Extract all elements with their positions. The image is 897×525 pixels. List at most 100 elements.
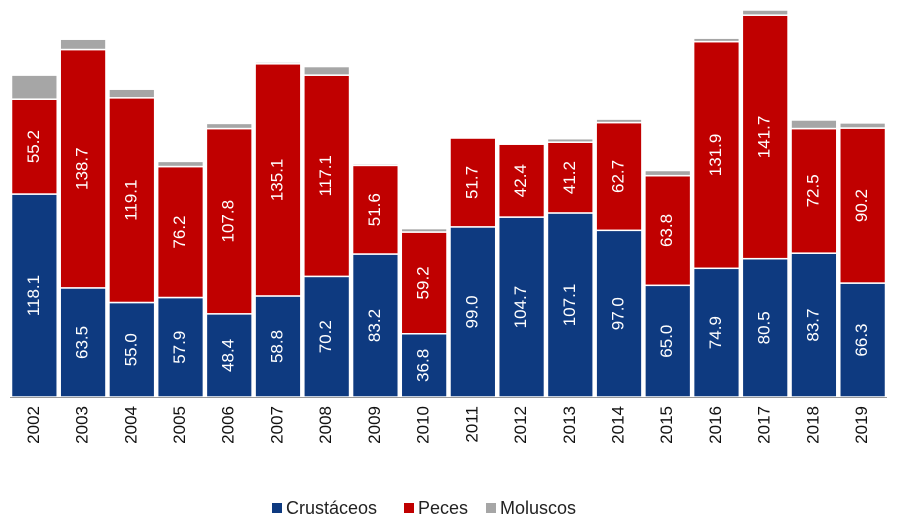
x-tick-label: 2008: [316, 406, 335, 444]
value-label: 76.2: [170, 215, 189, 248]
value-label: 58.8: [267, 330, 286, 363]
bar-segment: [449, 137, 497, 228]
value-label: 83.7: [803, 309, 822, 342]
bar-segment: [59, 38, 107, 51]
x-tick-label: 2007: [267, 406, 286, 444]
value-label: 83.2: [365, 309, 384, 342]
bar-segment: [644, 174, 692, 287]
value-label: 99.0: [462, 295, 481, 328]
bar-segment: [156, 160, 205, 168]
x-tick-label: 2015: [657, 406, 676, 444]
bar-segment: [497, 143, 546, 218]
value-label: 131.9: [706, 134, 725, 177]
value-label: 63.8: [657, 214, 676, 247]
bar-segment: [546, 137, 594, 143]
bar-segment: [205, 127, 253, 315]
value-label: 63.5: [73, 326, 92, 359]
value-label: 55.2: [24, 130, 43, 163]
bar-segment: [10, 74, 58, 100]
bar-segment: [400, 333, 448, 398]
value-label: 135.1: [267, 159, 286, 202]
bar-segment: [108, 88, 156, 99]
x-tick-label: 2019: [852, 406, 871, 444]
value-label: 62.7: [609, 160, 628, 193]
bar-segment: [595, 118, 643, 124]
legend-label: Moluscos: [500, 498, 576, 518]
value-label: 72.5: [803, 174, 822, 207]
bar-segment: [595, 121, 643, 232]
value-label: 138.7: [73, 147, 92, 190]
legend-label: Peces: [418, 498, 468, 518]
value-label: 42.4: [511, 164, 530, 197]
x-tick-label: 2009: [365, 406, 384, 444]
value-label: 65.0: [657, 325, 676, 358]
bar-segment: [839, 127, 887, 284]
x-tick-label: 2006: [219, 406, 238, 444]
bar-segment: [400, 231, 448, 335]
value-label: 90.2: [852, 189, 871, 222]
x-tick-label: 2003: [73, 406, 92, 444]
value-label: 70.2: [316, 320, 335, 353]
bar-segment: [790, 127, 838, 254]
value-label: 41.2: [560, 161, 579, 194]
value-label: 117.1: [316, 155, 335, 196]
x-tick-label: 2013: [560, 406, 579, 444]
x-tick-label: 2012: [511, 406, 530, 444]
value-label: 36.8: [414, 349, 433, 382]
x-tick-label: 2016: [706, 406, 725, 444]
bar-segment: [10, 193, 58, 398]
bar-segment: [692, 40, 741, 270]
x-tick-label: 2017: [755, 406, 774, 444]
x-tick-label: 2005: [170, 406, 189, 444]
bar-segment: [303, 65, 351, 76]
bar-segment: [692, 267, 741, 398]
bar-segment: [546, 141, 594, 214]
bar-segment: [254, 61, 302, 65]
bar-segment: [741, 14, 789, 260]
bar-segment: [59, 48, 107, 289]
x-tick-label: 2011: [462, 406, 481, 443]
value-label: 51.6: [365, 193, 384, 226]
bar-segment: [644, 284, 692, 398]
value-label: 66.3: [852, 323, 871, 356]
value-label: 55.0: [121, 333, 140, 366]
bar-segment: [644, 169, 692, 177]
legend-label: Crustáceos: [286, 498, 377, 518]
x-tick-label: 2014: [609, 406, 628, 444]
bar-segment: [205, 122, 253, 130]
bar-segment: [692, 37, 741, 43]
bar-segment: [108, 97, 156, 304]
bar-segment: [839, 122, 887, 129]
legend-swatch: [404, 503, 414, 513]
x-tick-label: 2018: [803, 406, 822, 444]
value-label: 97.0: [609, 297, 628, 330]
bar-segment: [741, 9, 789, 16]
value-label: 74.9: [706, 316, 725, 349]
x-tick-label: 2002: [24, 406, 43, 444]
value-label: 59.2: [414, 266, 433, 299]
bar-segment: [156, 165, 205, 299]
value-label: 48.4: [219, 339, 238, 372]
bar-segment: [449, 226, 497, 398]
legend-swatch: [486, 503, 496, 513]
value-label: 118.1: [24, 275, 43, 316]
value-label: 104.7: [511, 286, 530, 329]
bar-segment: [400, 227, 448, 233]
bar-segment: [254, 295, 302, 398]
value-label: 80.5: [755, 311, 774, 344]
bar-segment: [351, 162, 400, 167]
bar-segment: [254, 63, 302, 297]
value-label: 107.8: [219, 200, 238, 243]
value-label: 141.7: [755, 116, 774, 159]
value-label: 119.1: [121, 180, 140, 221]
bar-segment: [790, 119, 838, 130]
legend-swatch: [272, 503, 282, 513]
bar-segment: [546, 212, 594, 398]
bar-segment: [351, 164, 400, 255]
value-label: 107.1: [560, 284, 579, 327]
x-tick-label: 2010: [414, 406, 433, 444]
bar-segment: [497, 216, 546, 398]
bar-segment: [10, 98, 58, 195]
value-label: 51.7: [462, 166, 481, 199]
